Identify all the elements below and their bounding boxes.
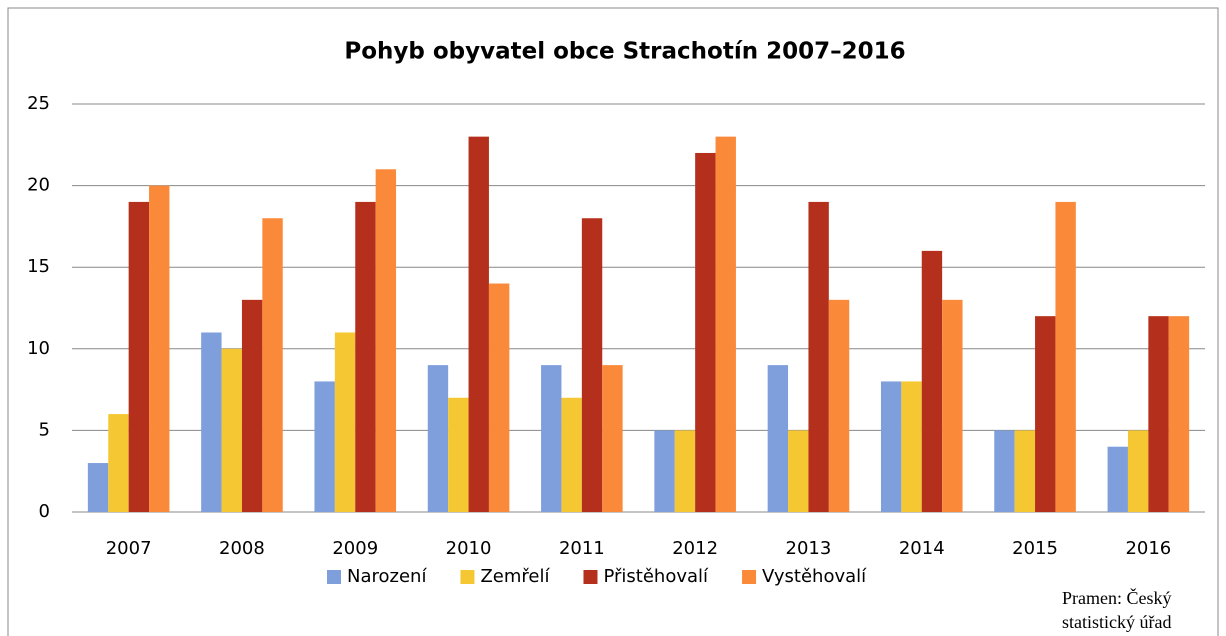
bar [334, 332, 356, 512]
bar [901, 381, 922, 512]
bar [314, 381, 335, 512]
legend-label: Zemřelí [480, 566, 550, 587]
bar [201, 332, 222, 512]
y-tick-label: 25 [27, 93, 50, 114]
legend-swatch [327, 570, 341, 584]
bar [221, 348, 242, 512]
bar [695, 152, 716, 512]
bar [149, 185, 170, 512]
bar [602, 365, 623, 512]
bar [674, 430, 696, 512]
x-tick-label: 2009 [332, 538, 378, 559]
x-tick-label: 2016 [1125, 538, 1171, 559]
x-tick-label: 2010 [446, 538, 492, 559]
bar [942, 299, 963, 512]
x-tick-label: 2014 [899, 538, 945, 559]
bar [788, 430, 809, 512]
legend-swatch [583, 570, 598, 584]
bar [541, 365, 562, 512]
bar [1168, 316, 1190, 512]
bar [581, 218, 603, 513]
x-tick-label: 2007 [106, 538, 152, 559]
y-tick-label: 5 [39, 419, 50, 440]
x-tick-label: 2013 [786, 538, 832, 559]
bar [767, 365, 789, 512]
x-tick-label: 2012 [672, 538, 718, 559]
bar [375, 169, 397, 512]
legend-swatch [460, 570, 475, 584]
x-tick-label: 2015 [1012, 538, 1058, 559]
bar [355, 201, 376, 513]
legend-swatch [742, 570, 757, 584]
bar [87, 463, 109, 512]
bar [1148, 316, 1169, 512]
bar [921, 250, 943, 512]
x-tick-label: 2011 [559, 538, 605, 559]
bar [1107, 446, 1128, 512]
bar [715, 136, 736, 512]
bar [1035, 316, 1056, 512]
source-note: Pramen: Český statistický úřad [1062, 588, 1172, 632]
bar [1055, 201, 1076, 513]
bar [1127, 430, 1149, 512]
y-tick-label: 10 [27, 338, 50, 359]
bar [808, 201, 829, 513]
bar [880, 381, 902, 512]
legend-label: Přistěhovalí [603, 566, 709, 587]
bar [994, 430, 1015, 512]
legend-label: Vystěhovalí [762, 566, 867, 587]
bar [561, 397, 582, 512]
bar [262, 218, 283, 513]
y-tick-label: 15 [27, 256, 50, 277]
y-tick-label: 0 [39, 501, 50, 522]
chart-title: Pohyb obyvatel obce Strachotín 2007–2016 [344, 39, 905, 65]
y-tick-label: 20 [27, 175, 50, 196]
bar [1014, 430, 1036, 512]
x-tick-label: 2008 [219, 538, 265, 559]
bar [488, 283, 510, 512]
legend-label: Narození [347, 566, 427, 587]
bar [828, 299, 850, 512]
chart-frame [7, 7, 1219, 636]
bar [128, 201, 150, 513]
bar [654, 430, 675, 512]
bar [448, 397, 469, 512]
bar [468, 136, 489, 512]
bar [241, 299, 263, 512]
bar [108, 414, 129, 512]
bar [427, 365, 449, 512]
